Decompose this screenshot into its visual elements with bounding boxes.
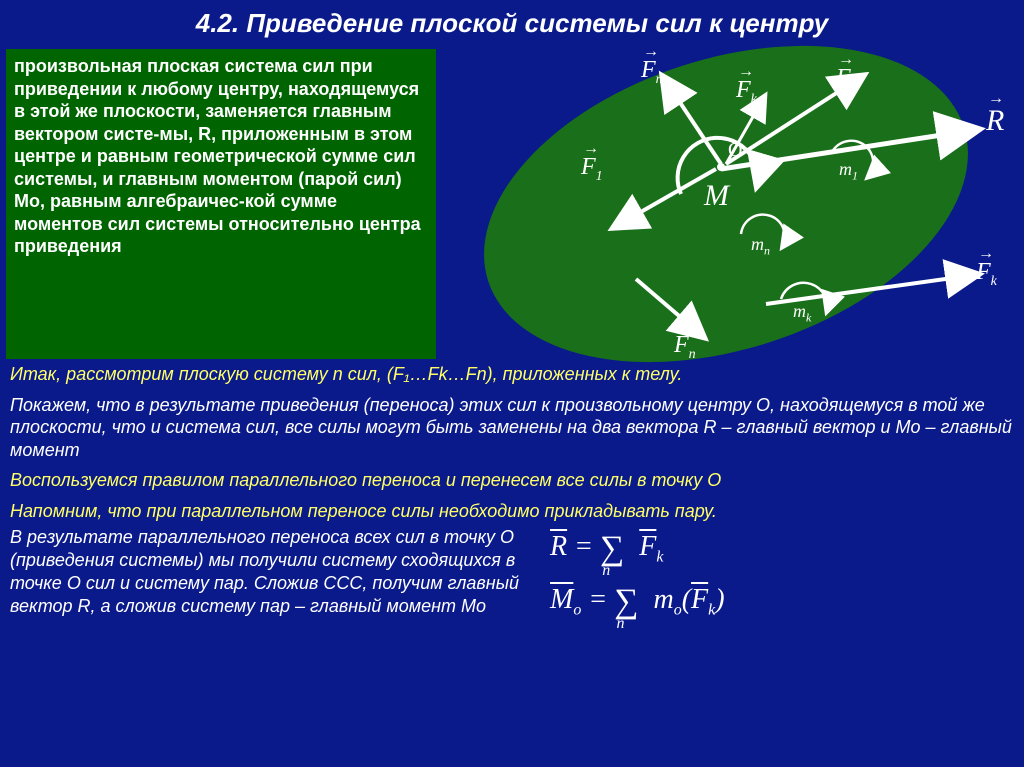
label-fn-bot: Fn — [674, 332, 696, 363]
formula-m: Mo = ∑n mo(Fk) — [550, 579, 1014, 620]
label-fk-top: Fk — [736, 77, 757, 108]
label-o: O — [728, 139, 742, 162]
label-r: R — [986, 104, 1004, 138]
definition-box: произвольная плоская система сил при при… — [6, 49, 436, 359]
bottom-row: В результате параллельного переноса всех… — [0, 526, 1024, 631]
top-row: произвольная плоская система сил при при… — [0, 49, 1024, 359]
formulas: R = ∑n Fk Mo = ∑n mo(Fk) — [520, 526, 1014, 631]
label-f1-top: F1 — [836, 65, 858, 96]
label-m-big: M — [704, 179, 729, 213]
label-mn: mn — [751, 234, 770, 259]
paragraph-1: Итак, рассмотрим плоскую систему n сил, … — [0, 359, 1024, 390]
label-f1-left: F1 — [581, 154, 603, 185]
label-m1: m1 — [839, 159, 858, 184]
paragraph-4: Напомним, что при параллельном переносе … — [0, 496, 1024, 527]
section-title: 4.2. Приведение плоской системы сил к це… — [0, 0, 1024, 49]
paragraph-2: Покажем, что в результате приведения (пе… — [0, 390, 1024, 466]
paragraph-3: Воспользуемся правилом параллельного пер… — [0, 465, 1024, 496]
label-mk: mk — [793, 301, 811, 326]
formula-r: R = ∑n Fk — [550, 526, 1014, 567]
label-fk-right: Fk — [976, 259, 997, 290]
force-diagram: Fn Fk F1 R F1 O M m1 mn mk Fn Fk — [436, 49, 1018, 359]
paragraph-5: В результате параллельного переноса всех… — [10, 526, 520, 631]
label-fn-top: Fn — [641, 57, 663, 88]
